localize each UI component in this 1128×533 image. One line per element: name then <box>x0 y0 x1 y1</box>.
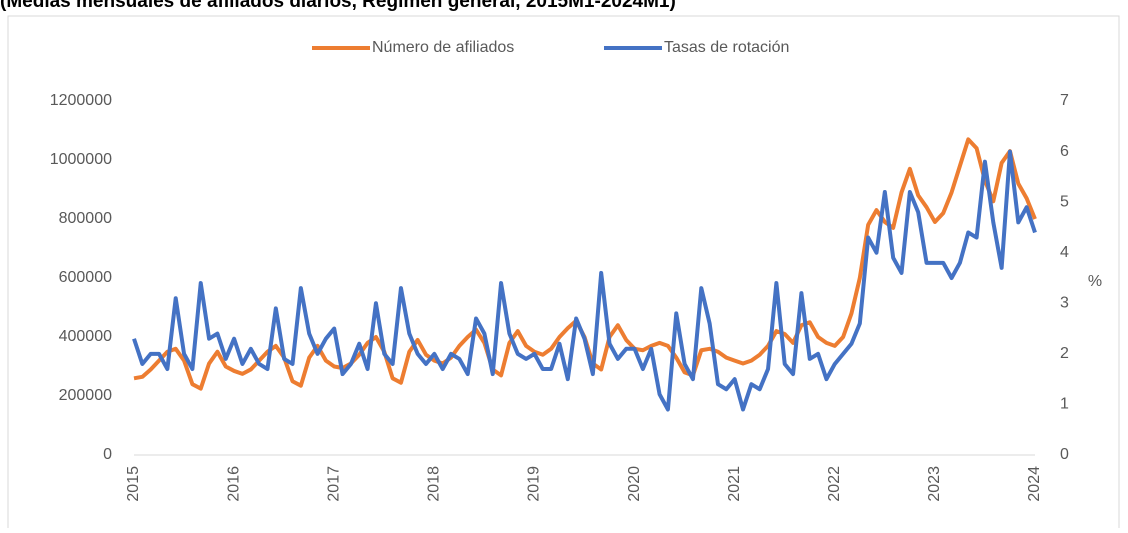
y-tick-label: 600000 <box>59 269 112 286</box>
x-tick-label: 2024 <box>1026 466 1043 502</box>
y2-tick-label: 1 <box>1060 396 1069 413</box>
y-tick-label: 1000000 <box>50 151 112 168</box>
legend-label: Número de afiliados <box>372 39 514 56</box>
y-tick-label: 200000 <box>59 387 112 404</box>
y-tick-label: 0 <box>103 446 112 463</box>
x-tick-label: 2015 <box>125 466 142 502</box>
y2-tick-label: 5 <box>1060 193 1069 210</box>
x-tick-label: 2023 <box>926 466 943 502</box>
data-line <box>132 149 1037 412</box>
x-tick-label: 2016 <box>225 466 242 502</box>
x-tick-label: 2019 <box>526 466 543 502</box>
y2-tick-label: 7 <box>1060 92 1069 109</box>
y2-tick-label: 3 <box>1060 295 1069 312</box>
y2-axis-label: % <box>1088 273 1102 290</box>
y2-tick-label: 4 <box>1060 244 1069 261</box>
chart-border <box>7 15 1120 533</box>
x-tick-label: 2018 <box>426 466 443 502</box>
legend-label: Tasas de rotación <box>664 39 789 56</box>
y-tick-label: 800000 <box>59 210 112 227</box>
y-tick-label: 400000 <box>59 328 112 345</box>
y2-tick-label: 6 <box>1060 143 1069 160</box>
x-tick-label: 2017 <box>325 466 342 502</box>
y-tick-label: 1200000 <box>50 92 112 109</box>
x-tick-label: 2021 <box>726 466 743 502</box>
x-tick-label: 2020 <box>626 466 643 502</box>
chart-title: (Medias mensuales de afiliados diarios, … <box>0 0 676 12</box>
y2-tick-label: 0 <box>1060 446 1069 463</box>
y2-tick-label: 2 <box>1060 345 1069 362</box>
x-tick-label: 2022 <box>826 466 843 502</box>
